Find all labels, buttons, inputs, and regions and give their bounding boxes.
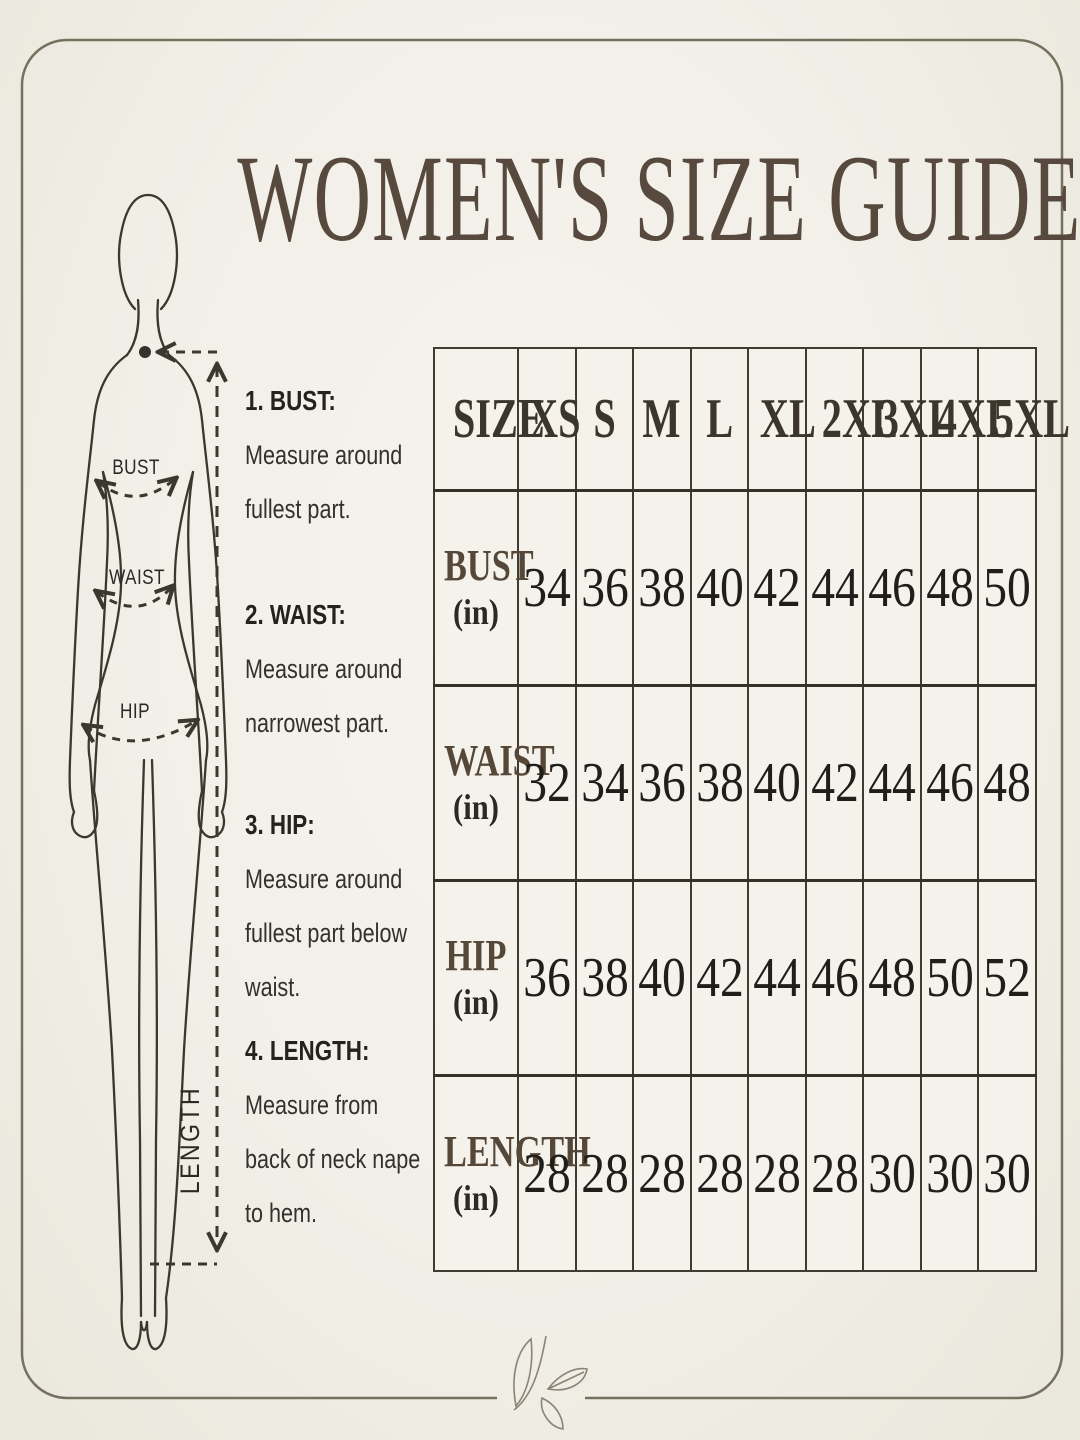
value-cell: 30 <box>919 1074 980 1273</box>
value-cell: 38 <box>574 879 635 1077</box>
row-label: WAIST (in) <box>433 684 555 882</box>
value-cell: 44 <box>862 684 922 882</box>
row-label: HIP (in) <box>433 879 519 1077</box>
row-label: BUST (in) <box>433 488 534 687</box>
value-cell: 28 <box>632 1074 692 1273</box>
value-cell: 36 <box>574 488 635 687</box>
instruction-hip: 3. HIP: Measure around fullest part belo… <box>245 798 475 1014</box>
measurement-arrows <box>85 479 196 741</box>
value-cell: 44 <box>804 488 865 687</box>
header-cell-5xl: 5XL <box>977 347 1070 491</box>
bust-label: BUST <box>112 457 160 480</box>
size-table-header-row: SIZE XS S M L XL 2XL 3XL 4XL 5XL <box>433 347 1070 491</box>
table-row-waist: WAIST (in) 32 34 36 38 40 42 44 46 48 <box>433 684 1037 882</box>
instruction-heading: 3. HIP: <box>245 809 315 840</box>
table-row-bust: BUST (in) 34 36 38 40 42 44 46 48 50 <box>433 488 1037 687</box>
value-cell: 50 <box>919 879 980 1077</box>
header-cell-l: L <box>689 347 750 491</box>
neck-nape-dot <box>139 346 151 358</box>
value-cell: 34 <box>517 488 577 687</box>
instruction-heading: 2. WAIST: <box>245 599 346 630</box>
value-cell: 46 <box>862 488 922 687</box>
value-cell: 30 <box>977 1074 1037 1273</box>
size-table: SIZE XS S M L XL 2XL 3XL 4XL 5XL BUST (i… <box>433 347 1070 1273</box>
instruction-heading: 4. LENGTH: <box>245 1035 370 1066</box>
table-row-length: LENGTH (in) 28 28 28 28 28 28 30 30 30 <box>433 1074 1037 1273</box>
value-cell: 38 <box>689 684 750 882</box>
instruction-text: Measure from back of neck nape to hem. <box>245 1090 421 1228</box>
table-row-hip: HIP (in) 36 38 40 42 44 46 48 50 52 <box>433 879 1037 1077</box>
value-cell: 44 <box>747 879 807 1077</box>
waist-label: WAIST <box>109 567 165 590</box>
value-cell: 28 <box>804 1074 865 1273</box>
value-cell: 48 <box>977 684 1037 882</box>
header-cell-xl: XL <box>747 347 816 491</box>
page-title: WOMEN'S SIZE GUIDE <box>237 130 1080 267</box>
value-cell: 38 <box>632 488 692 687</box>
value-cell: 28 <box>747 1074 807 1273</box>
instruction-heading: 1. BUST: <box>245 385 336 416</box>
value-cell: 40 <box>747 684 807 882</box>
header-cell-4xl: 4XL <box>919 347 1013 491</box>
value-cell: 34 <box>574 684 635 882</box>
instruction-waist: 2. WAIST: Measure around narrowest part. <box>245 588 475 750</box>
value-cell: 52 <box>977 879 1037 1077</box>
header-cell-size: SIZE <box>433 347 545 491</box>
value-cell: 28 <box>574 1074 635 1273</box>
value-cell: 28 <box>517 1074 577 1273</box>
value-cell: 40 <box>632 879 692 1077</box>
instruction-text: Measure around fullest part. <box>245 440 403 524</box>
header-cell-xs: XS <box>517 347 581 491</box>
instruction-text: Measure around fullest part below waist. <box>245 864 408 1002</box>
value-cell: 42 <box>689 879 750 1077</box>
body-measurement-diagram: BUST WAIST HIP LENGTH <box>68 193 240 1351</box>
value-cell: 48 <box>919 488 980 687</box>
value-cell: 46 <box>804 879 865 1077</box>
header-cell-s: S <box>574 347 635 491</box>
value-cell: 36 <box>517 879 577 1077</box>
value-cell: 28 <box>689 1074 750 1273</box>
header-cell-2xl: 2XL <box>804 347 898 491</box>
header-cell-3xl: 3XL <box>862 347 955 491</box>
instruction-length: 4. LENGTH: Measure from back of neck nap… <box>245 1024 475 1240</box>
value-cell: 36 <box>632 684 692 882</box>
leaf-icon <box>513 1335 588 1430</box>
value-cell: 42 <box>747 488 807 687</box>
measure-instructions: 1. BUST: Measure around fullest part. 2.… <box>245 374 475 1240</box>
value-cell: 48 <box>862 879 922 1077</box>
value-cell: 42 <box>804 684 865 882</box>
length-guide <box>139 346 217 1266</box>
value-cell: 40 <box>689 488 750 687</box>
instruction-text: Measure around narrowest part. <box>245 654 403 738</box>
value-cell: 50 <box>977 488 1037 687</box>
value-cell: 32 <box>517 684 577 882</box>
row-label: LENGTH (in) <box>433 1074 591 1273</box>
length-label: LENGTH <box>175 1086 205 1194</box>
value-cell: 46 <box>919 684 980 882</box>
hip-label: HIP <box>120 701 150 724</box>
header-cell-m: M <box>632 347 692 491</box>
value-cell: 30 <box>862 1074 922 1273</box>
instruction-bust: 1. BUST: Measure around fullest part. <box>245 374 475 536</box>
